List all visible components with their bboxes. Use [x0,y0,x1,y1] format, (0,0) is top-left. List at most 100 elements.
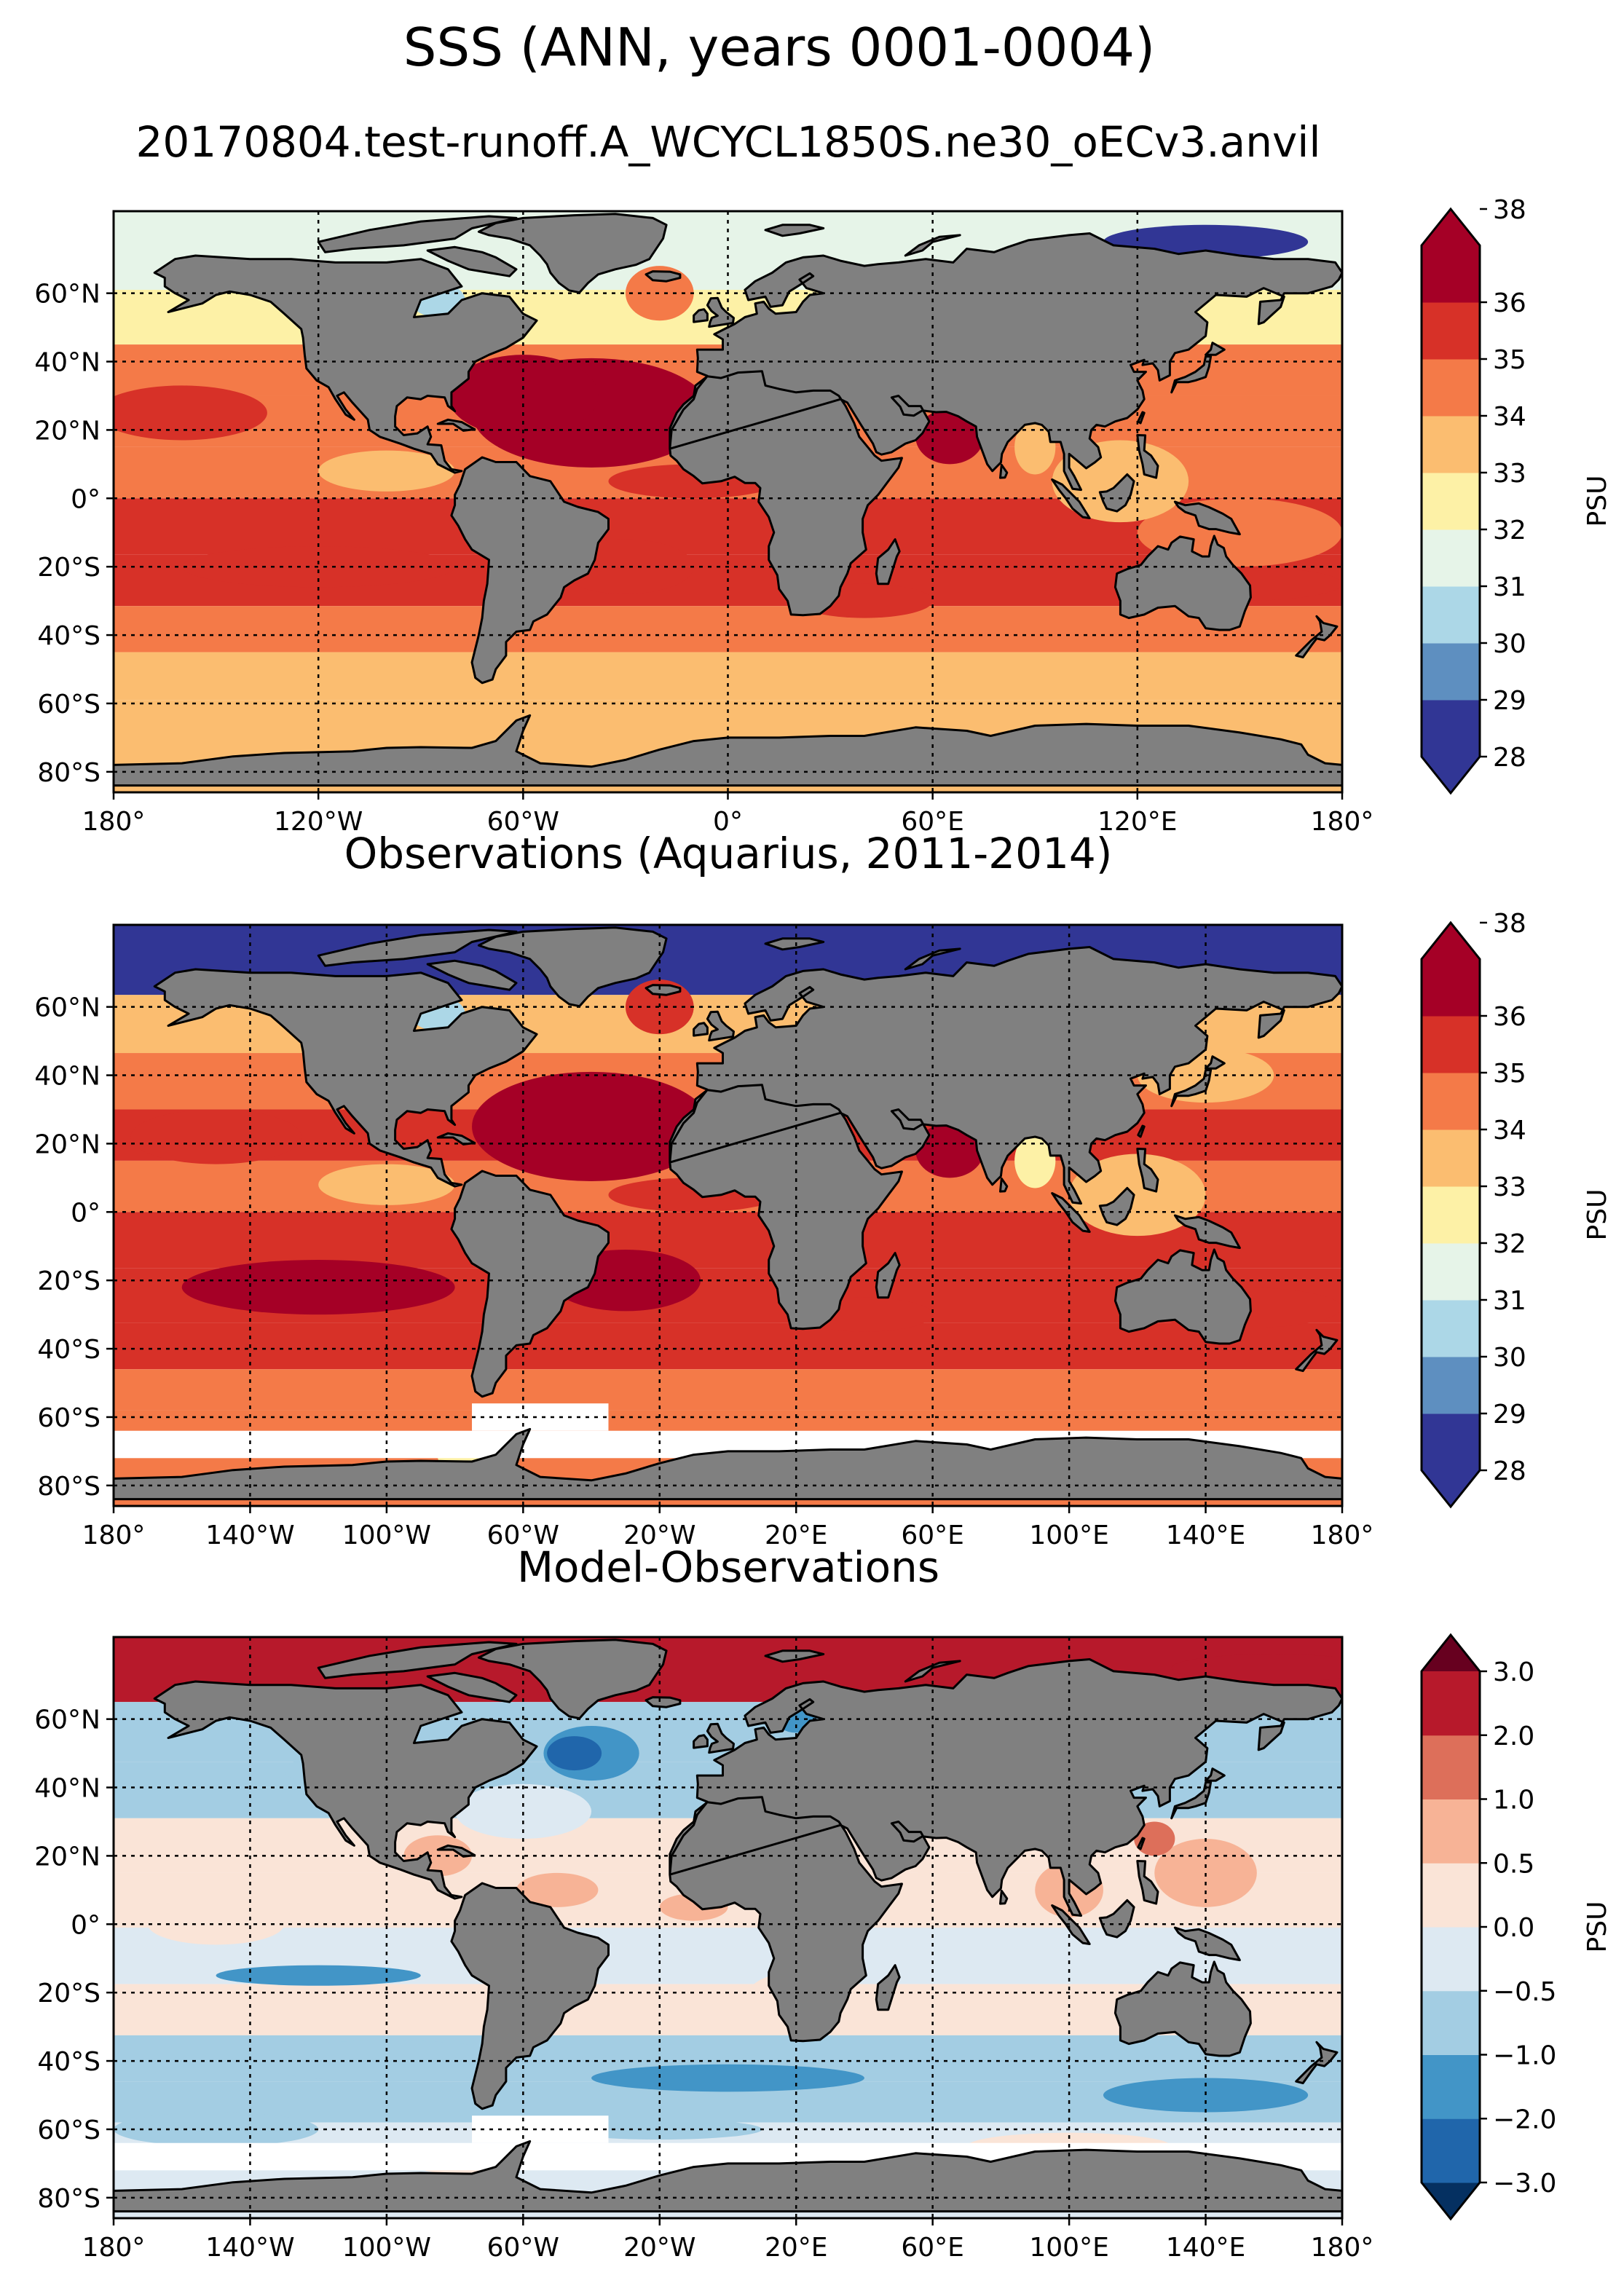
land-sumatra [1051,1192,1091,1233]
colorbar-tick-label: −2.0 [1493,2105,1556,2134]
land-africa-eurasia [669,232,1342,617]
land-taiwan [1137,1124,1146,1138]
land-great-britain [706,1722,735,1754]
lat-tick-label: 80°S [37,1472,100,1502]
lat-tick-label: 40°N [34,348,100,378]
lat-tick-label: 60°N [34,993,100,1023]
lat-tick-label: 80°S [37,758,100,788]
colorbar-segment [1422,1799,1480,1864]
land-hokkaido [1205,342,1226,356]
lat-tick-label: 60°S [37,1403,100,1433]
colorbar-tick-label: 35 [1493,345,1526,375]
land-baffin-island [426,959,518,991]
colorbar-segment [1422,359,1480,417]
field-feature [1103,2078,1309,2113]
lon-tick-label: 140°E [1166,1521,1245,1550]
lon-tick-label: 140°W [205,2233,294,2263]
field-feature [1171,1654,1342,1682]
colorbar-segment [1422,1186,1480,1244]
colorbar-tick-label: 38 [1493,909,1526,939]
lat-tick-label: 60°S [37,2116,100,2145]
land-madagascar [875,1964,901,2011]
lon-tick-label: 180° [1311,2233,1374,2263]
lat-tick-label: 40°S [37,621,100,651]
lat-tick-label: 20°S [37,1266,100,1296]
land-sri-lanka [999,1889,1009,1905]
colorbar-segment [1422,643,1480,701]
field-feature [114,385,267,441]
lon-tick-label: 140°W [205,1521,294,1550]
colorbar-tick-label: 36 [1493,288,1526,318]
lat-tick-label: 20°S [37,1979,100,2008]
land-madagascar [875,538,901,585]
land-new-guinea [1173,500,1241,536]
land-borneo [1098,1898,1135,1939]
land-sumatra [1051,1904,1091,1945]
colorbar-tick-label: 34 [1493,402,1526,432]
field-feature [181,546,455,588]
field-feature [114,2112,319,2147]
colorbar-tick-label: 31 [1493,1286,1526,1316]
colorbar-tick-label: 33 [1493,1172,1526,1202]
land-greenland [477,1639,668,1720]
colorbar-tick-label: 28 [1493,1456,1526,1486]
land-arctic-islands [317,215,518,253]
colorbar: 28 29 30 31 32 33 34 35 36 38 PSU [1420,195,1612,795]
land-north-america [153,254,538,474]
colorbar-segment [1422,302,1480,360]
land-sri-lanka [999,463,1009,479]
colorbar-tick-label: 31 [1493,572,1526,602]
colorbar-tick-label: 36 [1493,1002,1526,1032]
colorbar-segment [1422,586,1480,644]
lat-tick-label: 40°N [34,1774,100,1804]
colorbar-segment [1422,959,1480,1017]
colorbar-tick-label: 32 [1493,516,1526,545]
land-hokkaido [1205,1055,1226,1070]
land-south-america [450,456,610,685]
colorbar-segment [1422,2054,1480,2119]
colorbar-segment [1422,473,1480,530]
field-feature [547,1736,602,1771]
colorbar-segment [1422,2118,1480,2183]
land-ireland [693,1734,709,1749]
lon-tick-label: 180° [1311,1521,1374,1550]
land-africa-eurasia [669,946,1342,1330]
colorbar-tick-label: 28 [1493,743,1526,773]
land-baffin-island [426,245,518,277]
colorbar-tick-label: 33 [1493,459,1526,489]
lat-tick-label: 0° [71,1198,100,1228]
colorbar-tick-label: 30 [1493,629,1526,659]
map-area [114,925,1342,1506]
land-greenland [477,926,668,1008]
colorbar-tick-label: 29 [1493,686,1526,716]
colorbar-segment [1422,1300,1480,1357]
land-new-zealand [1295,2040,1339,2085]
lon-tick-label: 100°W [342,1521,431,1550]
colorbar-segment [1422,1016,1480,1073]
colorbar-segment [1422,1357,1480,1414]
land-svalbard [764,937,825,951]
gridlines [114,925,1342,1506]
lon-tick-label: 120°W [274,807,363,837]
panel-difference: Model-Observations 60°N 40°N 20°N 0° 20°S 40°… [34,1542,1612,2263]
lon-tick-label: 120°E [1097,807,1177,837]
lon-tick-label: 100°E [1029,2233,1108,2263]
colorbar: 28 29 30 31 32 33 34 35 36 38 PSU [1420,909,1612,1509]
lon-tick-label: 60°W [487,807,559,837]
lat-tick-label: 0° [71,484,100,514]
colorbar-segment [1422,1413,1480,1471]
colorbar-tick-label: 32 [1493,1229,1526,1259]
land-iceland [645,1696,682,1708]
map-frame [112,1636,1344,2220]
lat-tick-label: 80°S [37,2184,100,2214]
land-great-britain [706,1010,735,1042]
lat-tick-label: 40°N [34,1062,100,1092]
map-area [114,211,1342,792]
colorbar-label: PSU [1582,476,1612,527]
land-ireland [693,1022,709,1037]
map-area [114,1637,1342,2218]
lon-tick-label: 60°E [901,2233,964,2263]
lat-tick-label: 60°S [37,690,100,719]
field-feature [181,1260,455,1315]
colorbar-extend-max [1422,1635,1480,1671]
